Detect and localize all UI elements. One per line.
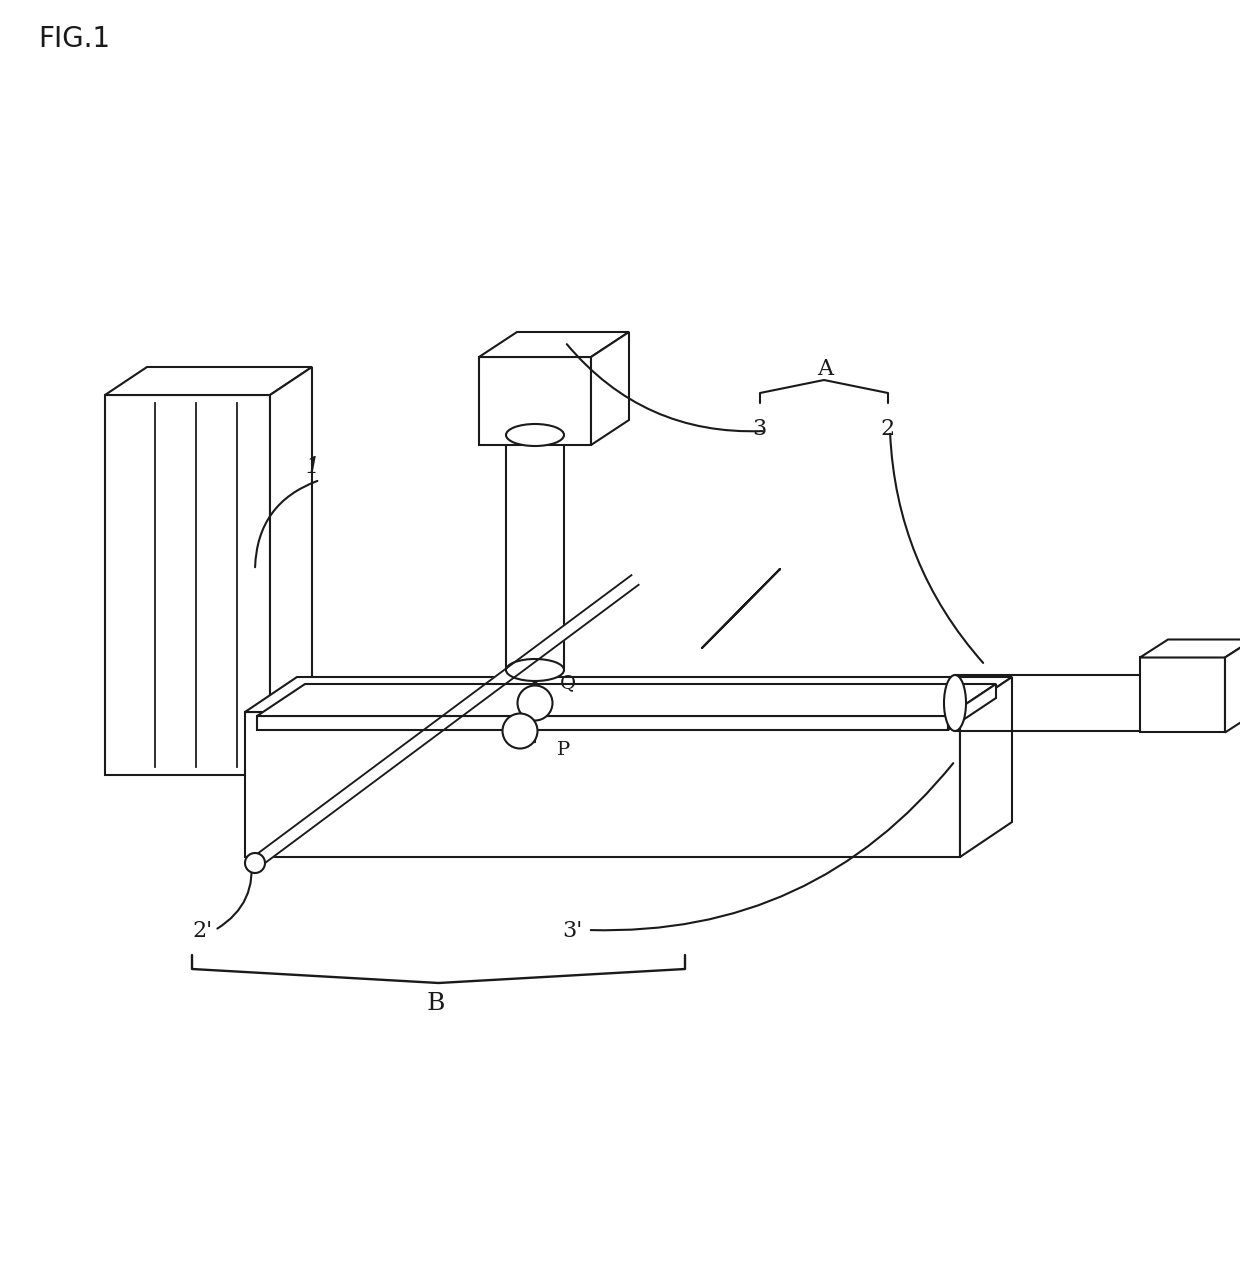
Polygon shape (246, 677, 1012, 712)
Polygon shape (960, 677, 1012, 857)
Polygon shape (479, 332, 629, 357)
Polygon shape (105, 394, 270, 775)
Text: Q: Q (560, 675, 577, 693)
FancyArrowPatch shape (702, 569, 780, 648)
Circle shape (517, 685, 553, 721)
Text: 3': 3' (562, 920, 583, 942)
Text: FIG.1: FIG.1 (38, 24, 110, 53)
Polygon shape (949, 684, 996, 730)
Polygon shape (506, 436, 564, 669)
Circle shape (502, 713, 537, 748)
Text: B: B (427, 992, 445, 1015)
Polygon shape (257, 716, 949, 730)
Text: P: P (557, 741, 570, 759)
Ellipse shape (506, 424, 564, 446)
Polygon shape (257, 684, 996, 716)
Polygon shape (270, 368, 312, 775)
Polygon shape (1140, 658, 1225, 732)
Text: 1: 1 (305, 456, 319, 478)
Polygon shape (479, 357, 591, 445)
Polygon shape (1225, 640, 1240, 732)
Polygon shape (246, 712, 960, 857)
Circle shape (246, 853, 265, 873)
Text: 2: 2 (880, 418, 894, 439)
Ellipse shape (944, 675, 966, 731)
Polygon shape (955, 675, 1140, 731)
Polygon shape (252, 576, 639, 867)
Text: A: A (817, 359, 833, 380)
Text: 3: 3 (751, 418, 766, 439)
Polygon shape (591, 332, 629, 445)
Polygon shape (105, 368, 312, 394)
Ellipse shape (506, 659, 564, 681)
Text: 2': 2' (192, 920, 212, 942)
Polygon shape (1140, 640, 1240, 658)
